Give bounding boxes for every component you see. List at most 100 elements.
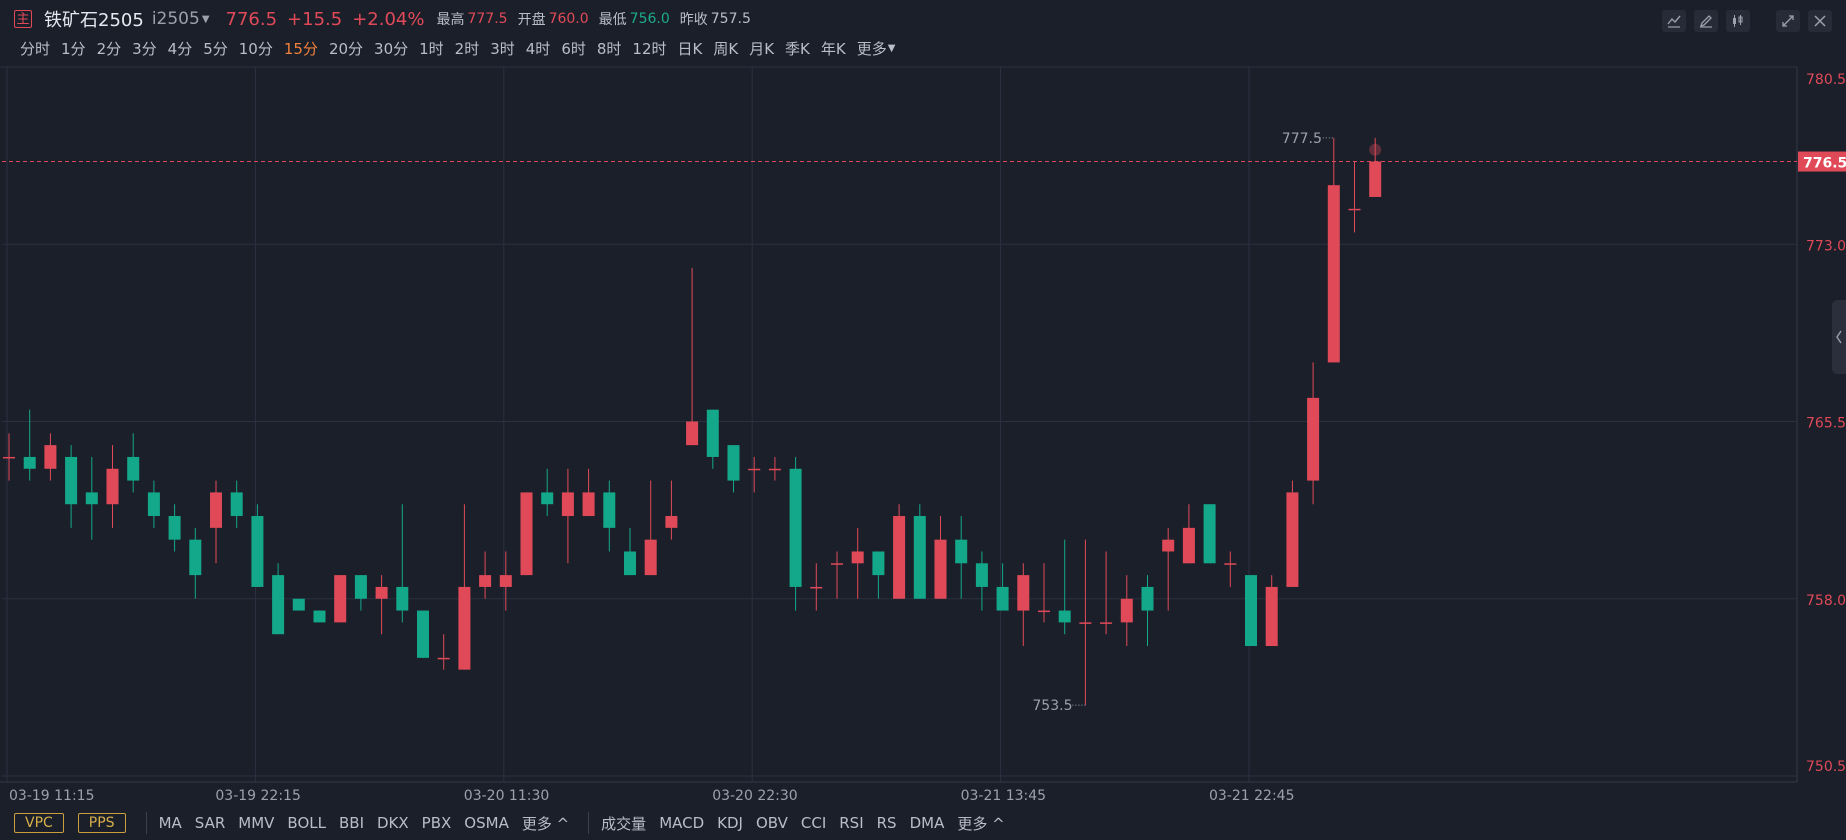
price-tick-label: 780.5	[1806, 72, 1846, 88]
timeframe-12[interactable]: 3时	[490, 39, 515, 58]
sub-indicator-1[interactable]: MACD	[659, 814, 705, 832]
candle-body	[1307, 397, 1320, 481]
main-indicator-4[interactable]: BBI	[338, 814, 364, 832]
timeframe-6[interactable]: 10分	[238, 39, 273, 58]
candle-body	[251, 516, 264, 587]
candle-body	[65, 456, 78, 505]
timeframe-13[interactable]: 4时	[525, 39, 551, 58]
chart-toolbar	[1662, 10, 1832, 32]
candle-body	[106, 468, 119, 505]
candle-body	[996, 586, 1009, 611]
candle-body	[644, 539, 657, 576]
candle-body	[810, 586, 823, 589]
sub-indicator-6[interactable]: RS	[876, 814, 897, 832]
candle-body	[230, 492, 243, 517]
expand-icon[interactable]	[1776, 10, 1800, 32]
timeframe-15[interactable]: 8时	[596, 39, 622, 58]
sub-indicator-7[interactable]: DMA	[909, 814, 945, 832]
chevron-down-icon[interactable]: ▼	[887, 42, 896, 54]
candle-body	[748, 468, 761, 471]
chevron-down-icon[interactable]: ▼	[201, 13, 210, 25]
main-indicator-7[interactable]: OSMA	[464, 814, 509, 832]
timeframe-21[interactable]: 年K	[820, 39, 846, 58]
candle-body	[334, 575, 347, 623]
pencil-icon[interactable]	[1694, 10, 1718, 32]
main-indicator-1[interactable]: SAR	[194, 814, 226, 832]
prev-close-label: 昨收	[679, 12, 708, 28]
candle-body	[417, 610, 429, 658]
timeframe-14[interactable]: 6时	[561, 39, 586, 58]
sub-indicator-4[interactable]: CCI	[800, 814, 827, 832]
high-annotation: 777.5	[1282, 131, 1322, 147]
indicator-toggle-vpc[interactable]: VPC	[14, 813, 64, 833]
timeframe-0[interactable]: 分时	[20, 39, 51, 58]
time-tick-label: 03-21 13:45	[961, 788, 1046, 804]
main-indicator-2[interactable]: MMV	[238, 814, 275, 832]
close-icon[interactable]	[1808, 10, 1832, 32]
main-indicator-3[interactable]: BOLL	[287, 814, 326, 832]
timeframe-7[interactable]: 15分	[283, 39, 318, 58]
price-tick-label: 758.0	[1806, 593, 1846, 609]
timeframe-22[interactable]: 更多	[856, 39, 887, 58]
candle-body	[913, 516, 926, 599]
candle-body	[1348, 208, 1361, 211]
candle-body	[1265, 586, 1278, 647]
main-indicator-5[interactable]: DKX	[377, 814, 409, 832]
main-indicator-0[interactable]: MA	[158, 814, 182, 832]
time-tick-label: 03-20 22:30	[712, 788, 797, 804]
timeframe-18[interactable]: 周K	[713, 39, 739, 58]
price-change: +15.5	[287, 8, 343, 30]
last-price-glow	[1369, 143, 1382, 156]
candle-style-icon[interactable]	[1726, 10, 1750, 32]
timeframe-17[interactable]: 日K	[677, 39, 703, 58]
price-tick-label: 765.5	[1806, 416, 1846, 432]
candle-body	[1203, 504, 1216, 564]
candlestick-chart[interactable]: 780.5 773.0 765.5 758.0 750.5 776.5 03-19 11:…	[0, 0, 1846, 810]
timeframe-3[interactable]: 3分	[132, 39, 157, 58]
candle-body	[624, 551, 636, 576]
timeframe-20[interactable]: 季K	[785, 39, 810, 58]
high-value: 777.5	[467, 11, 508, 27]
sub-indicator-2[interactable]: KDJ	[717, 814, 743, 832]
instrument-code-dropdown[interactable]: i2505	[151, 9, 200, 29]
timeframe-1[interactable]: 1分	[61, 39, 86, 58]
indicator-bar: VPC PPS MA SAR MMV BOLL BBI DKX PBX OSMA 更多 ^ 成交量 MA…	[14, 810, 1018, 836]
candle-body	[1182, 527, 1195, 564]
timeframe-11[interactable]: 2时	[454, 39, 480, 58]
candle-body	[147, 492, 160, 517]
price-change-pct: +2.04%	[352, 8, 425, 30]
low-annotation: 753.5	[1032, 698, 1072, 714]
last-price: 776.5	[225, 8, 278, 30]
timeframe-16[interactable]: 12时	[632, 39, 667, 58]
open-label: 开盘	[517, 12, 546, 28]
main-indicator-8[interactable]: 更多 ^	[521, 814, 570, 833]
timeframe-2[interactable]: 2分	[96, 39, 122, 58]
time-tick-label: 03-19 11:15	[9, 788, 94, 804]
sub-indicator-3[interactable]: OBV	[755, 814, 788, 832]
sub-indicator-8[interactable]: 更多 ^	[957, 814, 1005, 833]
extreme-annotations: 777.5 753.5	[1032, 131, 1334, 714]
candle-body	[354, 575, 367, 599]
timeframe-4[interactable]: 4分	[167, 39, 193, 58]
time-tick-label: 03-20 11:30	[464, 788, 549, 804]
timeframe-8[interactable]: 20分	[328, 39, 364, 58]
timeframe-10[interactable]: 1时	[419, 39, 444, 58]
timeframe-9[interactable]: 30分	[374, 39, 409, 58]
sub-indicator-5[interactable]: RSI	[839, 814, 864, 832]
candle-body	[499, 575, 512, 587]
timeframe-5[interactable]: 5分	[203, 39, 228, 58]
indicator-toggle-pps[interactable]: PPS	[77, 813, 126, 833]
candle-body	[458, 586, 471, 670]
line-tool-icon[interactable]	[1662, 10, 1686, 32]
candle-body	[85, 492, 98, 505]
candle-body	[561, 492, 574, 517]
side-panel-toggle[interactable]	[1832, 300, 1846, 374]
candles	[3, 137, 1382, 706]
candle-body	[375, 586, 388, 599]
candle-body	[396, 586, 409, 611]
timeframe-19[interactable]: 月K	[749, 39, 775, 58]
price-tick-label: 773.0	[1806, 238, 1846, 254]
main-indicator-6[interactable]: PBX	[421, 814, 452, 832]
sub-indicator-0[interactable]: 成交量	[601, 814, 647, 833]
candle-body	[686, 421, 699, 446]
